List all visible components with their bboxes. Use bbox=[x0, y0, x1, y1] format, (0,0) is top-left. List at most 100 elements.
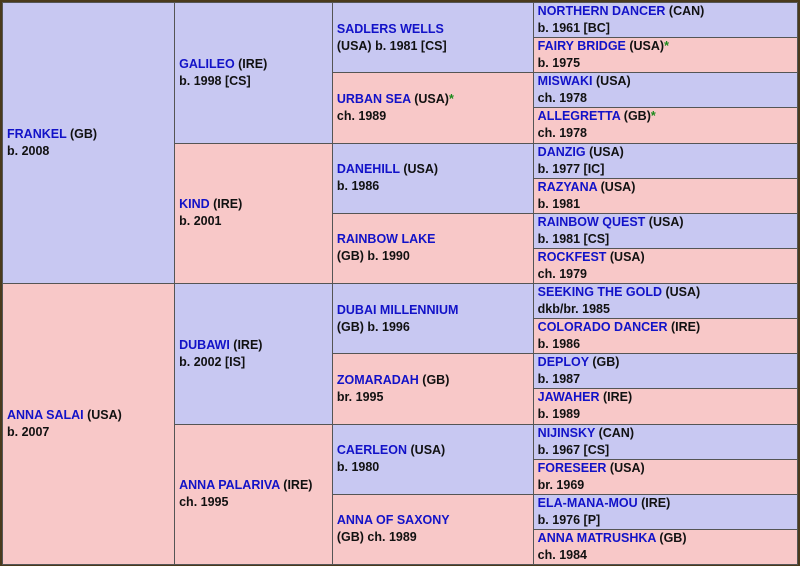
horse-birth-info: br. 1969 bbox=[537, 477, 585, 492]
horse-cell-gen4-8: SEEKING THE GOLD (USA) dkb/br. 1985 bbox=[532, 282, 799, 320]
horse-origin: (USA) bbox=[645, 214, 684, 229]
horse-origin: (GB) bbox=[588, 355, 620, 370]
horse-name-link[interactable]: ANNA PALARIVA bbox=[179, 478, 280, 493]
horse-name-link[interactable]: ALLEGRETTA bbox=[537, 109, 621, 124]
horse-origin: (GB) bbox=[655, 530, 687, 545]
horse-cell-gen3-3: RAINBOW LAKE (GB) b. 1990 bbox=[331, 212, 534, 285]
horse-birth-info: b. 1989 bbox=[537, 407, 581, 422]
horse-name-link[interactable]: JAWAHER bbox=[537, 390, 600, 405]
horse-origin: (USA) bbox=[625, 39, 665, 54]
horse-origin: (USA) bbox=[592, 74, 631, 89]
horse-name-link[interactable]: GALILEO bbox=[179, 56, 235, 71]
horse-birth-info: dkb/br. 1985 bbox=[537, 302, 610, 317]
horse-birth-info: ch. 1978 bbox=[537, 126, 588, 141]
horse-birth-info: b. 2007 bbox=[7, 425, 50, 439]
pedigree-row: ANNA SALAI (USA) b. 2007 DUBAWI (IRE) b. 20… bbox=[1, 282, 799, 565]
horse-name-link[interactable]: ROCKFEST bbox=[537, 249, 607, 264]
horse-origin: (IRE) bbox=[599, 390, 633, 405]
horse-name-link[interactable]: FAIRY BRIDGE bbox=[537, 39, 626, 54]
horse-birth-info: b. 2001 bbox=[179, 214, 222, 229]
horse-cell-gen3-5: ZOMARADAH (GB) br. 1995 bbox=[331, 353, 534, 425]
horse-birth-info: b. 2008 bbox=[7, 144, 50, 158]
horse-name-link[interactable]: DEPLOY bbox=[537, 355, 589, 370]
pedigree-row: ANNA MATRUSHKA (GB) ch. 1984 bbox=[3, 528, 799, 566]
horse-birth-info: b. 1977 [IC] bbox=[537, 161, 605, 176]
horse-cell-gen1-0: FRANKEL (GB) b. 2008 bbox=[1, 2, 176, 284]
horse-birth-info: b. 1961 [BC] bbox=[537, 21, 610, 36]
horse-name-link[interactable]: RAINBOW QUEST bbox=[537, 214, 646, 229]
horse-name-link[interactable]: NIJINSKY bbox=[537, 425, 596, 440]
horse-cell-gen2-3: ANNA PALARIVA (IRE) ch. 1995 bbox=[174, 423, 333, 565]
horse-name-link[interactable]: DANEHILL bbox=[336, 162, 400, 177]
horse-name-link[interactable]: RAZYANA bbox=[537, 179, 598, 194]
horse-birth-info: b. 1987 bbox=[537, 372, 581, 387]
horse-origin: (IRE) bbox=[637, 495, 671, 510]
horse-origin: (USA) bbox=[399, 162, 439, 177]
pedigree-row: ANNA OF SAXONY (GB) ch. 1989 ELA-MANA-MOU … bbox=[3, 493, 799, 566]
horse-origin: (USA) bbox=[585, 144, 624, 159]
horse-name-link[interactable]: MISWAKI bbox=[537, 74, 593, 89]
pedigree-row: FORESEER (USA) br. 1969 bbox=[3, 458, 799, 495]
horse-birth-info: b. 1976 [P] bbox=[537, 512, 601, 527]
horse-name-link[interactable]: DUBAWI bbox=[179, 337, 230, 352]
pedigree-row: FRANKEL (GB) b. 2008 GALILEO (IRE) b. 1998 … bbox=[1, 1, 799, 284]
horse-cell-gen2-1: KIND (IRE) b. 2001 bbox=[174, 142, 333, 284]
horse-name-link[interactable]: SEEKING THE GOLD bbox=[537, 285, 662, 300]
horse-origin: (USA) bbox=[407, 443, 446, 458]
horse-name-link[interactable]: FORESEER bbox=[537, 460, 607, 475]
horse-cell-gen3-0: SADLERS WELLS (USA) b. 1981 [CS] bbox=[331, 1, 534, 74]
horse-name-link[interactable]: CAERLEON bbox=[336, 443, 408, 458]
horse-name-link[interactable]: RAINBOW LAKE bbox=[336, 232, 436, 247]
horse-origin: (USA) bbox=[606, 460, 645, 475]
horse-name-link[interactable]: NORTHERN DANCER bbox=[537, 4, 666, 19]
horse-cell-gen4-5: RAZYANA (USA) b. 1981 bbox=[532, 177, 799, 214]
horse-origin: (IRE) bbox=[667, 320, 701, 335]
horse-name-link[interactable]: ANNA MATRUSHKA bbox=[537, 530, 656, 545]
horse-name-link[interactable]: COLORADO DANCER bbox=[537, 320, 668, 335]
pedigree-row: RAZYANA (USA) b. 1981 bbox=[3, 177, 799, 214]
horse-origin: (GB) bbox=[418, 372, 450, 387]
horse-birth-info: b. 1967 [CS] bbox=[537, 442, 610, 457]
star-marker-icon: * bbox=[664, 39, 669, 54]
horse-cell-gen4-7: ROCKFEST (USA) ch. 1979 bbox=[532, 247, 799, 285]
horse-name-link[interactable]: URBAN SEA bbox=[336, 91, 411, 106]
horse-cell-gen3-2: DANEHILL (USA) b. 1986 bbox=[331, 142, 534, 214]
horse-cell-gen4-11: JAWAHER (IRE) b. 1989 bbox=[532, 388, 799, 425]
horse-cell-gen4-9: COLORADO DANCER (IRE) b. 1986 bbox=[532, 318, 799, 355]
horse-cell-gen4-12: NIJINSKY (CAN) b. 1967 [CS] bbox=[532, 423, 799, 460]
horse-name-link[interactable]: DANZIG bbox=[537, 144, 586, 159]
horse-cell-gen4-15: ANNA MATRUSHKA (GB) ch. 1984 bbox=[532, 528, 799, 566]
horse-cell-gen4-13: FORESEER (USA) br. 1969 bbox=[532, 458, 799, 495]
horse-birth-info: b. 2002 [IS] bbox=[179, 354, 246, 369]
pedigree-row: COLORADO DANCER (IRE) b. 1986 bbox=[3, 318, 799, 355]
horse-birth-info: b. 1981 bbox=[537, 196, 581, 211]
horse-name-link[interactable]: ANNA OF SAXONY bbox=[336, 513, 450, 528]
horse-birth-info: (GB) b. 1990 bbox=[336, 249, 410, 264]
horse-cell-gen4-1: FAIRY BRIDGE (USA)* b. 1975 bbox=[532, 37, 799, 74]
horse-name-link[interactable]: SADLERS WELLS bbox=[336, 21, 444, 36]
pedigree-row: ROCKFEST (USA) ch. 1979 bbox=[3, 247, 799, 285]
horse-name-link[interactable]: ELA-MANA-MOU bbox=[537, 495, 638, 510]
horse-cell-gen4-14: ELA-MANA-MOU (IRE) b. 1976 [P] bbox=[532, 493, 799, 530]
horse-cell-gen3-6: CAERLEON (USA) b. 1980 bbox=[331, 423, 534, 495]
horse-cell-gen4-10: DEPLOY (GB) b. 1987 bbox=[532, 353, 799, 390]
horse-name-link[interactable]: ZOMARADAH bbox=[336, 372, 419, 387]
horse-origin: (USA) bbox=[410, 91, 449, 106]
horse-cell-gen3-4: DUBAI MILLENNIUM (GB) b. 1996 bbox=[331, 282, 534, 355]
pedigree-row: FAIRY BRIDGE (USA)* b. 1975 bbox=[3, 37, 799, 74]
horse-name-link[interactable]: FRANKEL bbox=[7, 127, 67, 141]
horse-origin: (USA) bbox=[597, 179, 636, 194]
horse-name-link[interactable]: DUBAI MILLENNIUM bbox=[336, 302, 459, 317]
pedigree-row: ANNA PALARIVA (IRE) ch. 1995 CAERLEON (USA… bbox=[3, 423, 799, 565]
star-marker-icon: * bbox=[448, 91, 454, 106]
horse-cell-gen3-1: URBAN SEA (USA)* ch. 1989 bbox=[331, 72, 534, 144]
horse-origin: (CAN) bbox=[595, 425, 634, 440]
horse-origin: (IRE) bbox=[279, 478, 313, 493]
horse-birth-info: ch. 1978 bbox=[537, 91, 588, 106]
horse-origin: (IRE) bbox=[234, 56, 268, 71]
horse-name-link[interactable]: KIND bbox=[179, 197, 210, 212]
horse-cell-gen2-0: GALILEO (IRE) b. 1998 [CS] bbox=[174, 2, 333, 144]
horse-birth-info: b. 1980 bbox=[336, 460, 380, 475]
horse-name-link[interactable]: ANNA SALAI bbox=[7, 408, 84, 422]
